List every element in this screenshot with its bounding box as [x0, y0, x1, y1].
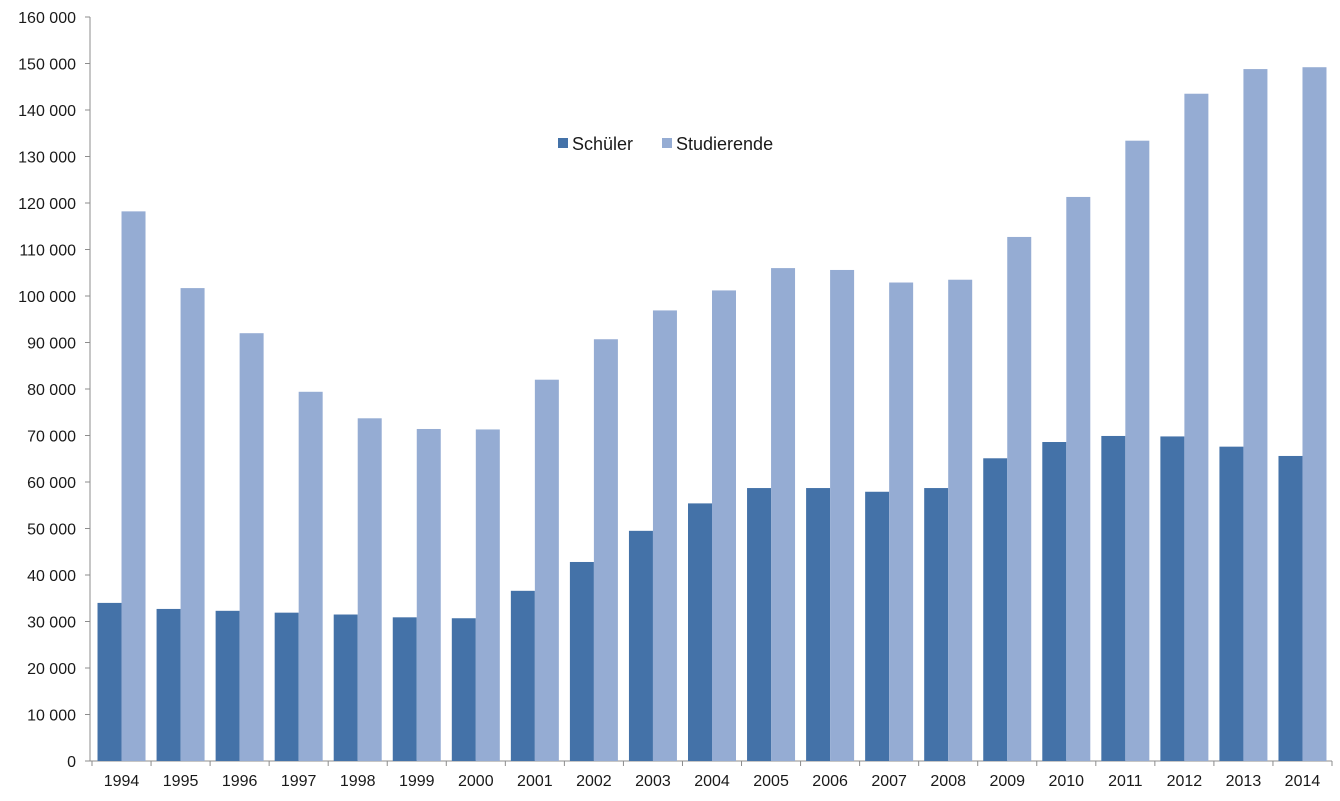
y-tick-label: 50 000 — [27, 522, 76, 539]
x-tick-label: 2010 — [1048, 773, 1084, 790]
y-tick-label: 20 000 — [27, 661, 76, 678]
bar-studierende-2010 — [1066, 196, 1091, 761]
y-tick-label: 40 000 — [27, 568, 76, 585]
bar-schueler-2006 — [806, 488, 831, 761]
bar-schueler-2008 — [924, 488, 949, 761]
bar-schueler-2004 — [688, 503, 712, 761]
bar-schueler-1994 — [97, 602, 122, 761]
legend-label-studierende: Studierende — [676, 134, 773, 154]
bar-schueler-2005 — [747, 488, 772, 761]
bar-studierende-1996 — [239, 333, 264, 761]
x-tick-label: 2004 — [694, 773, 730, 790]
bar-studierende-2004 — [712, 290, 736, 761]
legend: Schüler Studierende — [558, 134, 773, 154]
bar-studierende-2009 — [1007, 236, 1032, 761]
x-axis: 1994 1995 1996 1997 1998 1999 2000 2001 2002 2003… — [90, 760, 1333, 790]
bar-studierende-2002 — [593, 339, 618, 761]
bar-schueler-2014 — [1278, 455, 1303, 761]
x-tick-label: 2008 — [930, 773, 966, 790]
legend-swatch-studierende — [662, 138, 672, 148]
bar-schueler-2000 — [451, 618, 476, 761]
x-tick-label: 1999 — [399, 773, 435, 790]
bar-studierende-1997 — [298, 391, 323, 761]
y-tick-label: 60 000 — [27, 475, 76, 492]
bar-schueler-1999 — [392, 617, 417, 761]
bar-studierende-2013 — [1243, 69, 1268, 761]
x-tick-label: 2006 — [812, 773, 848, 790]
x-tick-label: 2003 — [635, 773, 671, 790]
bar-studierende-2005 — [771, 268, 796, 761]
y-tick-label: 10 000 — [27, 708, 76, 725]
y-tick-label: 70 000 — [27, 429, 76, 446]
x-tick-label: 1997 — [281, 773, 317, 790]
x-tick-label: 1998 — [340, 773, 376, 790]
bar-studierende-2014 — [1302, 67, 1327, 762]
x-tick-label: 2005 — [753, 773, 789, 790]
x-tick-label: 2001 — [517, 773, 553, 790]
y-tick-label: 80 000 — [27, 382, 76, 399]
bar-schueler-1998 — [333, 614, 358, 761]
bar-schueler-1995 — [156, 608, 181, 761]
y-tick-label: 150 000 — [18, 57, 76, 74]
bar-studierende-2000 — [475, 429, 500, 761]
y-tick-label: 110 000 — [19, 243, 76, 260]
bar-studierende-2008 — [948, 279, 973, 761]
bar-studierende-2003 — [652, 310, 677, 761]
bar-studierende-2006 — [830, 269, 855, 761]
bar-studierende-1994 — [121, 211, 146, 761]
y-tick-label: 30 000 — [27, 615, 76, 632]
legend-swatch-schueler — [558, 138, 568, 148]
bar-studierende-1995 — [180, 288, 205, 761]
bar-schueler-2001 — [510, 590, 535, 761]
y-axis: 0 10 000 20 000 30 000 40 000 50 000 60 000 70 … — [18, 10, 91, 771]
bar-schueler-2003 — [628, 530, 653, 761]
x-tick-label: 2009 — [989, 773, 1025, 790]
x-tick-label: 2012 — [1167, 773, 1203, 790]
bars — [97, 67, 1327, 762]
y-tick-label: 90 000 — [27, 336, 76, 353]
x-tick-label: 2000 — [458, 773, 494, 790]
y-tick-label: 140 000 — [18, 103, 76, 120]
bar-schueler-2012 — [1160, 436, 1185, 761]
bar-schueler-2013 — [1219, 446, 1244, 761]
y-tick-label: 0 — [67, 754, 76, 771]
bar-schueler-2011 — [1101, 435, 1126, 761]
x-tick-label: 1995 — [163, 773, 199, 790]
bar-schueler-2009 — [983, 458, 1008, 761]
bar-studierende-1999 — [416, 428, 441, 761]
x-tick-label: 2011 — [1108, 773, 1143, 790]
bar-schueler-2002 — [569, 561, 594, 761]
x-tick-label: 1994 — [104, 773, 140, 790]
bar-schueler-1996 — [215, 610, 240, 761]
bar-studierende-2001 — [534, 379, 559, 761]
x-tick-label: 2002 — [576, 773, 612, 790]
bar-schueler-1997 — [274, 612, 299, 761]
bar-schueler-2007 — [865, 491, 890, 761]
bar-studierende-2011 — [1125, 140, 1150, 761]
y-tick-label: 100 000 — [18, 289, 76, 306]
x-tick-label: 2013 — [1226, 773, 1262, 790]
bar-studierende-2007 — [889, 282, 914, 761]
y-tick-label: 130 000 — [18, 150, 76, 167]
bar-studierende-2012 — [1184, 93, 1209, 762]
x-tick-label: 2014 — [1285, 773, 1321, 790]
bar-studierende-1998 — [357, 418, 382, 761]
bar-schueler-2010 — [1042, 442, 1067, 761]
x-tick-label: 2007 — [871, 773, 907, 790]
legend-label-schueler: Schüler — [572, 134, 633, 154]
y-tick-label: 160 000 — [18, 10, 76, 27]
y-tick-label: 120 000 — [18, 196, 76, 213]
x-tick-label: 1996 — [222, 773, 258, 790]
